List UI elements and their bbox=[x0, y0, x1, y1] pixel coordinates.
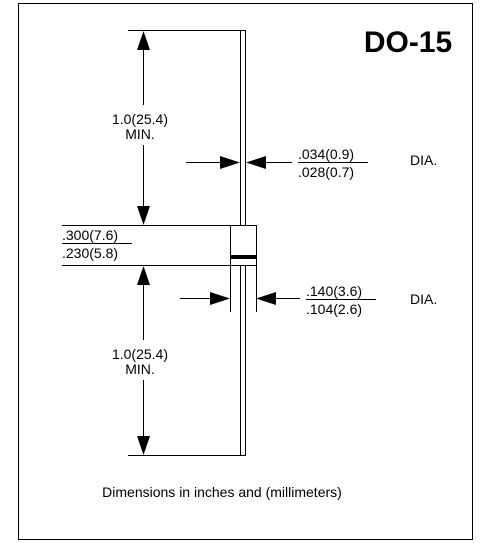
length-label: 1.0(25.4) bbox=[112, 346, 168, 362]
dia-label: DIA. bbox=[410, 152, 437, 168]
length-note: MIN. bbox=[125, 126, 155, 142]
title: DO-15 bbox=[364, 26, 452, 59]
cathode-band bbox=[231, 255, 256, 259]
body bbox=[230, 225, 257, 266]
footer-note: Dimensions in inches and (millimeters) bbox=[102, 484, 342, 500]
dia-label: DIA. bbox=[410, 291, 437, 307]
length-arrows bbox=[137, 31, 150, 455]
extension-lines bbox=[62, 30, 257, 456]
body-dia-max: .140(3.6) bbox=[306, 283, 362, 299]
body-length-min: .230(5.8) bbox=[62, 245, 118, 261]
diameter-arrows bbox=[180, 156, 300, 305]
lead-dia-max: .034(0.9) bbox=[298, 146, 354, 162]
body-length-max: .300(7.6) bbox=[62, 227, 118, 243]
length-note: MIN. bbox=[125, 361, 155, 377]
body-dia-min: .104(2.6) bbox=[306, 301, 362, 317]
frame bbox=[18, 3, 473, 540]
length-label: 1.0(25.4) bbox=[112, 111, 168, 127]
lead-dia-min: .028(0.7) bbox=[298, 164, 354, 180]
